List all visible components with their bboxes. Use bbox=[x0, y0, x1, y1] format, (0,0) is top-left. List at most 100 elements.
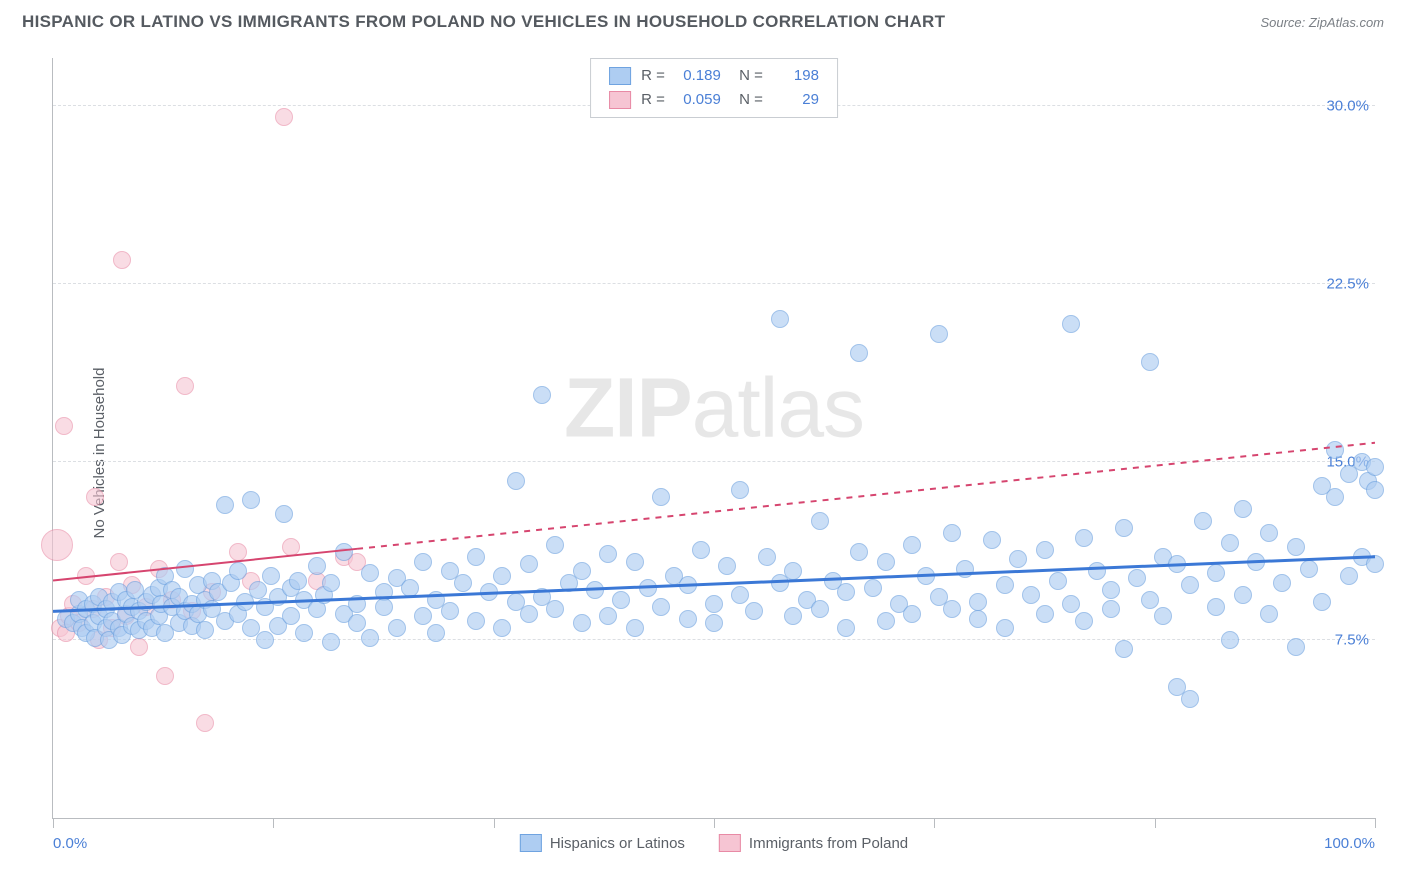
stat-r-value: 0.059 bbox=[675, 88, 721, 112]
scatter-point-hispanic bbox=[1181, 690, 1199, 708]
xtick bbox=[714, 818, 715, 828]
scatter-point-poland bbox=[196, 714, 214, 732]
scatter-point-hispanic bbox=[289, 572, 307, 590]
scatter-point-hispanic bbox=[586, 581, 604, 599]
scatter-point-hispanic bbox=[414, 607, 432, 625]
ytick-label: 30.0% bbox=[1326, 97, 1369, 114]
scatter-point-hispanic bbox=[969, 610, 987, 628]
scatter-point-hispanic bbox=[903, 536, 921, 554]
scatter-point-hispanic bbox=[1141, 591, 1159, 609]
scatter-point-hispanic bbox=[546, 536, 564, 554]
scatter-point-hispanic bbox=[348, 595, 366, 613]
scatter-point-hispanic bbox=[1366, 555, 1384, 573]
trend-lines bbox=[53, 58, 1375, 818]
scatter-point-hispanic bbox=[348, 614, 366, 632]
legend-item: Hispanics or Latinos bbox=[520, 834, 685, 852]
scatter-point-hispanic bbox=[626, 553, 644, 571]
scatter-point-hispanic bbox=[467, 612, 485, 630]
scatter-point-hispanic bbox=[956, 560, 974, 578]
stats-box: R =0.189 N =198R =0.059 N =29 bbox=[590, 58, 838, 118]
scatter-point-poland bbox=[110, 553, 128, 571]
scatter-point-hispanic bbox=[679, 610, 697, 628]
scatter-point-hispanic bbox=[196, 621, 214, 639]
scatter-point-hispanic bbox=[1207, 564, 1225, 582]
ytick-label: 7.5% bbox=[1335, 631, 1369, 648]
scatter-point-hispanic bbox=[639, 579, 657, 597]
xtick bbox=[494, 818, 495, 828]
scatter-point-hispanic bbox=[850, 543, 868, 561]
scatter-point-hispanic bbox=[626, 619, 644, 637]
scatter-point-hispanic bbox=[930, 325, 948, 343]
scatter-point-hispanic bbox=[414, 553, 432, 571]
scatter-point-poland bbox=[176, 377, 194, 395]
scatter-point-hispanic bbox=[1062, 315, 1080, 333]
scatter-point-hispanic bbox=[1366, 481, 1384, 499]
scatter-point-hispanic bbox=[718, 557, 736, 575]
scatter-point-poland bbox=[55, 417, 73, 435]
stat-n-value: 198 bbox=[773, 64, 819, 88]
scatter-point-hispanic bbox=[1036, 541, 1054, 559]
scatter-point-hispanic bbox=[903, 605, 921, 623]
legend-item: Immigrants from Poland bbox=[719, 834, 908, 852]
scatter-point-hispanic bbox=[533, 386, 551, 404]
scatter-point-hispanic bbox=[1247, 553, 1265, 571]
watermark: ZIPatlas bbox=[564, 359, 864, 456]
scatter-point-hispanic bbox=[388, 619, 406, 637]
scatter-point-hispanic bbox=[1273, 574, 1291, 592]
scatter-point-hispanic bbox=[745, 602, 763, 620]
scatter-point-hispanic bbox=[507, 472, 525, 490]
scatter-point-hispanic bbox=[1340, 567, 1358, 585]
scatter-point-poland bbox=[113, 251, 131, 269]
scatter-point-hispanic bbox=[837, 583, 855, 601]
scatter-point-hispanic bbox=[1154, 607, 1172, 625]
scatter-point-hispanic bbox=[652, 598, 670, 616]
scatter-point-hispanic bbox=[1234, 586, 1252, 604]
scatter-point-hispanic bbox=[493, 619, 511, 637]
scatter-point-hispanic bbox=[1207, 598, 1225, 616]
scatter-point-hispanic bbox=[612, 591, 630, 609]
scatter-point-hispanic bbox=[1141, 353, 1159, 371]
stat-label: N = bbox=[731, 88, 763, 112]
scatter-point-hispanic bbox=[1022, 586, 1040, 604]
scatter-point-hispanic bbox=[705, 595, 723, 613]
scatter-point-hispanic bbox=[1326, 488, 1344, 506]
scatter-point-hispanic bbox=[480, 583, 498, 601]
scatter-point-hispanic bbox=[1221, 534, 1239, 552]
scatter-point-hispanic bbox=[705, 614, 723, 632]
scatter-point-poland bbox=[282, 538, 300, 556]
legend-swatch bbox=[520, 834, 542, 852]
scatter-point-hispanic bbox=[361, 629, 379, 647]
scatter-point-hispanic bbox=[275, 505, 293, 523]
scatter-point-hispanic bbox=[692, 541, 710, 559]
legend-swatch bbox=[609, 67, 631, 85]
scatter-point-hispanic bbox=[1326, 441, 1344, 459]
scatter-point-hispanic bbox=[1102, 600, 1120, 618]
scatter-point-hispanic bbox=[996, 619, 1014, 637]
scatter-point-poland bbox=[229, 543, 247, 561]
xtick bbox=[1155, 818, 1156, 828]
scatter-point-hispanic bbox=[322, 633, 340, 651]
scatter-point-hispanic bbox=[599, 545, 617, 563]
scatter-point-hispanic bbox=[1234, 500, 1252, 518]
source-label: Source: ZipAtlas.com bbox=[1260, 15, 1384, 30]
scatter-point-hispanic bbox=[1313, 593, 1331, 611]
scatter-point-hispanic bbox=[361, 564, 379, 582]
stat-label: N = bbox=[731, 64, 763, 88]
scatter-point-hispanic bbox=[1088, 562, 1106, 580]
stats-row: R =0.189 N =198 bbox=[609, 64, 819, 88]
xtick-label: 100.0% bbox=[1324, 835, 1375, 852]
stat-r-value: 0.189 bbox=[675, 64, 721, 88]
scatter-point-hispanic bbox=[850, 344, 868, 362]
scatter-point-hispanic bbox=[943, 524, 961, 542]
stat-n-value: 29 bbox=[773, 88, 819, 112]
scatter-point-hispanic bbox=[249, 581, 267, 599]
legend-label: Hispanics or Latinos bbox=[550, 835, 685, 852]
stat-label: R = bbox=[641, 88, 665, 112]
scatter-point-hispanic bbox=[784, 607, 802, 625]
scatter-point-hispanic bbox=[1115, 519, 1133, 537]
scatter-point-hispanic bbox=[1009, 550, 1027, 568]
scatter-point-poland bbox=[156, 667, 174, 685]
scatter-point-hispanic bbox=[308, 557, 326, 575]
plot-area: ZIPatlas R =0.189 N =198R =0.059 N =29 H… bbox=[52, 58, 1375, 819]
chart-container: No Vehicles in Household ZIPatlas R =0.1… bbox=[22, 44, 1384, 862]
